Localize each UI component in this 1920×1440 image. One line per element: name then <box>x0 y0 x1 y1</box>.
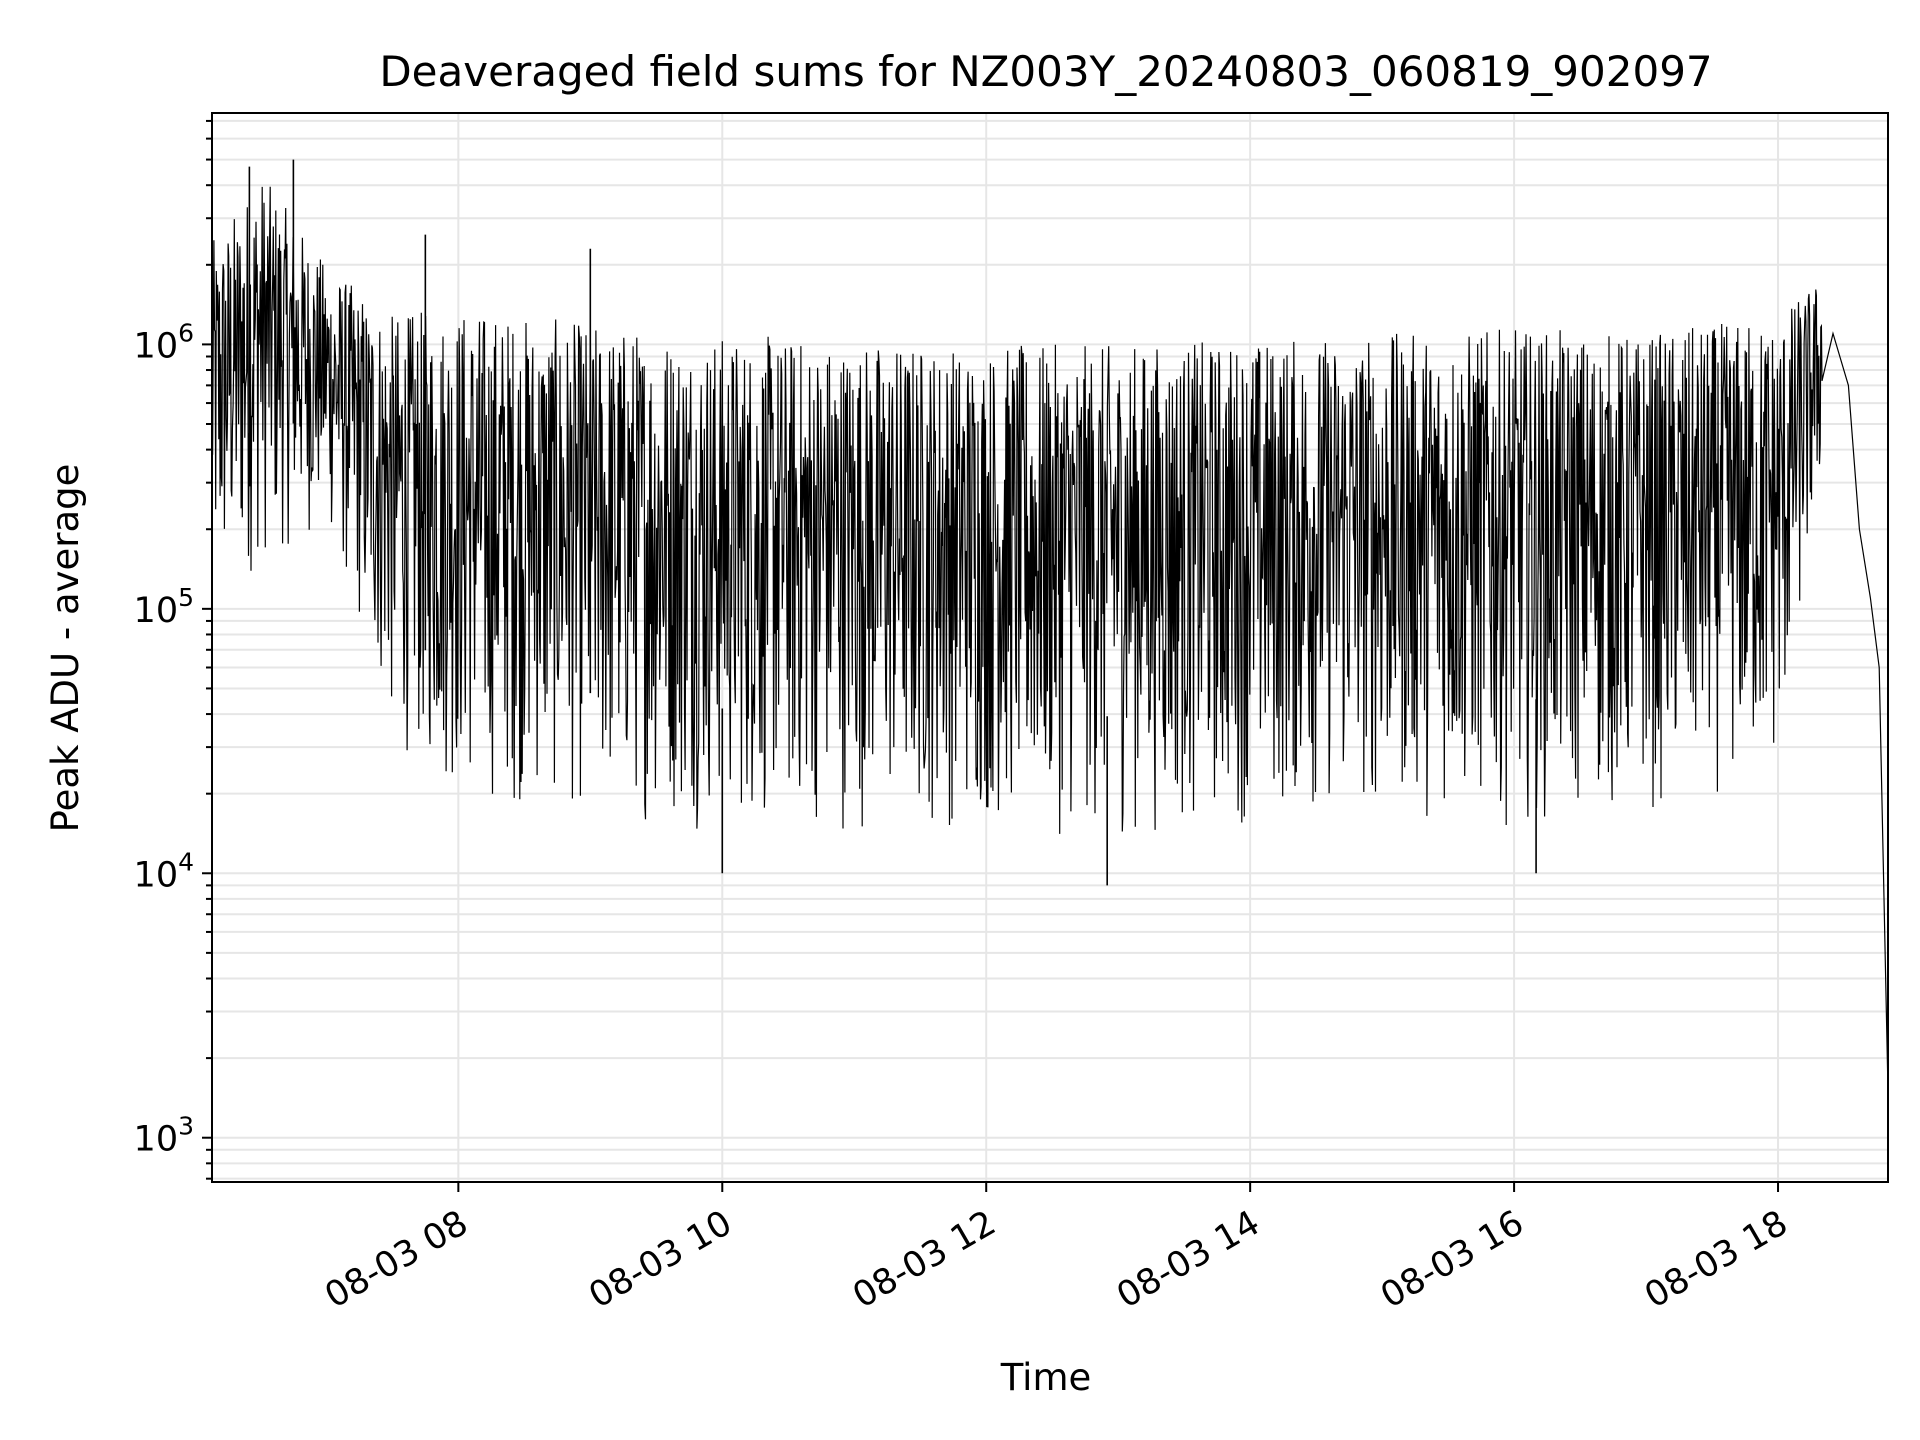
x-tick-label: 08-03 08 <box>319 1203 475 1316</box>
x-tick-label: 08-03 16 <box>1374 1203 1530 1316</box>
y-tick-label: 103 <box>134 1112 194 1160</box>
x-axis: 08-03 08 08-03 10 08-03 12 08-03 14 08-03 16… <box>319 1182 1795 1316</box>
y-tick-base: 10 <box>134 591 179 631</box>
y-axis-label: Peak ADU - average <box>44 464 87 833</box>
y-tick-base: 10 <box>134 1120 179 1160</box>
series-line <box>211 186 1889 1092</box>
y-tick-label: 106 <box>134 318 194 366</box>
x-tick-label: 08-03 12 <box>846 1203 1002 1316</box>
data-series <box>211 159 1889 1092</box>
y-tick-exponent: 6 <box>178 318 194 347</box>
x-tick-label: 08-03 10 <box>582 1203 738 1316</box>
plot-frame <box>211 112 1889 1183</box>
x-axis-label: Time <box>1000 1356 1092 1399</box>
y-tick-base: 10 <box>134 326 179 366</box>
y-tick-base: 10 <box>134 855 179 895</box>
x-tick-label: 08-03 14 <box>1110 1203 1266 1316</box>
y-tick-exponent: 3 <box>178 1112 194 1141</box>
y-tick-label: 105 <box>134 583 194 631</box>
y-tick-label: 104 <box>134 847 194 895</box>
x-tick-label: 08-03 18 <box>1638 1203 1794 1316</box>
chart-title: Deaveraged field sums for NZ003Y_2024080… <box>379 47 1712 96</box>
y-tick-exponent: 5 <box>178 583 194 612</box>
y-tick-exponent: 4 <box>178 847 194 876</box>
